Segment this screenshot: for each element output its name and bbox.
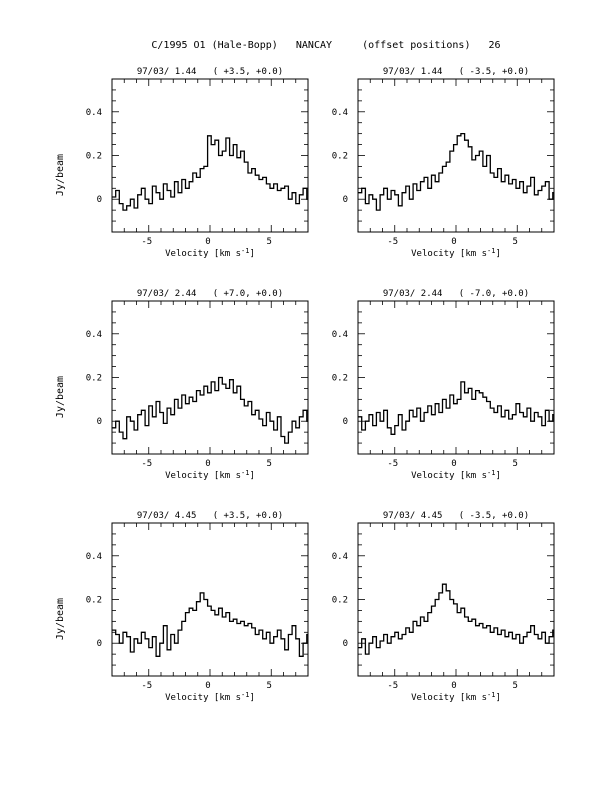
panel-title: 97/03/ 2.44 ( +7.0, +0.0) — [137, 289, 283, 299]
spectrum-line — [358, 583, 554, 655]
chart-panel-4: 97/03/ 2.44 ( -7.0, +0.0) -5 0 5 0 0.2 0.4 Velo… — [332, 289, 555, 481]
x-tick-label: 5 — [513, 681, 518, 691]
x-axis-label-text: Velocity [km s — [411, 693, 487, 703]
x-axis-label-end: ] — [249, 249, 254, 259]
panel-title: 97/03/ 1.44 ( +3.5, +0.0) — [137, 67, 283, 77]
y-tick-label: 0 — [343, 639, 348, 649]
chart-panel-1: 97/03/ 1.44 ( +3.5, +0.0) -5 0 5 0 0.2 0.4 Velo… — [55, 67, 309, 259]
x-axis-label: Velocity [km s-1] — [165, 691, 255, 703]
y-tick-label: 0.2 — [332, 152, 348, 162]
x-tick-label: 0 — [205, 459, 210, 469]
y-tick-label: 0.4 — [332, 330, 348, 340]
spectrum-line — [112, 135, 308, 211]
y-tick-label: 0 — [343, 195, 348, 205]
x-tick-label: -5 — [387, 459, 398, 469]
y-tick-label: 0.2 — [332, 596, 348, 606]
spectrum-line — [358, 381, 554, 435]
x-axis-label-text: Velocity [km s — [411, 471, 487, 481]
x-tick-label: -5 — [141, 237, 152, 247]
spectrum-line — [112, 376, 308, 444]
x-tick-label: 0 — [451, 459, 456, 469]
x-axis-label: Velocity [km s-1] — [411, 469, 501, 481]
plot-frame — [357, 78, 555, 233]
x-axis-label: Velocity [km s-1] — [411, 247, 501, 259]
y-tick-label: 0 — [97, 417, 102, 427]
x-tick-label: -5 — [141, 459, 152, 469]
chart-panel-2: 97/03/ 1.44 ( -3.5, +0.0) -5 0 5 0 0.2 0.4 Velo… — [332, 67, 555, 259]
x-tick-label: -5 — [387, 681, 398, 691]
x-axis-label-superscript: -1 — [241, 469, 249, 477]
figure-title: C/1995 O1 (Hale-Bopp) NANCAY (offset pos… — [151, 40, 500, 51]
x-axis-label-superscript: -1 — [487, 247, 495, 255]
y-tick-label: 0.2 — [86, 596, 102, 606]
y-tick-label: 0.4 — [332, 552, 348, 562]
x-axis-label-text: Velocity [km s — [165, 693, 241, 703]
x-tick-label: 0 — [451, 237, 456, 247]
x-axis-label: Velocity [km s-1] — [165, 247, 255, 259]
x-axis-label-superscript: -1 — [241, 247, 249, 255]
panel-title: 97/03/ 1.44 ( -3.5, +0.0) — [383, 67, 529, 77]
x-tick-label: 0 — [205, 237, 210, 247]
x-axis-label-end: ] — [249, 693, 254, 703]
x-axis-label-text: Velocity [km s — [165, 471, 241, 481]
panel-title: 97/03/ 4.45 ( +3.5, +0.0) — [137, 511, 283, 521]
x-axis-label-text: Velocity [km s — [165, 249, 241, 259]
x-axis-label-end: ] — [249, 471, 254, 481]
y-tick-label: 0.2 — [86, 152, 102, 162]
chart-panel-6: 97/03/ 4.45 ( -3.5, +0.0) -5 0 5 0 0.2 0.4 Velo… — [332, 511, 555, 703]
y-tick-label: 0 — [97, 639, 102, 649]
y-tick-label: 0.4 — [86, 330, 102, 340]
panels: 97/03/ 1.44 ( +3.5, +0.0) -5 0 5 0 0.2 0.4 Velo… — [55, 67, 555, 703]
plot-frame — [357, 300, 555, 455]
x-tick-label: 0 — [205, 681, 210, 691]
x-axis-label-superscript: -1 — [487, 469, 495, 477]
x-tick-label: -5 — [141, 681, 152, 691]
y-tick-label: 0.4 — [86, 552, 102, 562]
y-tick-label: 0.4 — [332, 108, 348, 118]
x-axis-label-end: ] — [495, 693, 500, 703]
x-tick-label: -5 — [387, 237, 398, 247]
plot-frame — [111, 522, 309, 677]
x-axis-label-text: Velocity [km s — [411, 249, 487, 259]
y-tick-label: 0.2 — [332, 374, 348, 384]
x-tick-label: 5 — [513, 459, 518, 469]
x-tick-label: 5 — [267, 681, 272, 691]
x-axis-label: Velocity [km s-1] — [411, 691, 501, 703]
plot-frame — [111, 78, 309, 233]
x-axis-label-end: ] — [495, 471, 500, 481]
x-axis-label: Velocity [km s-1] — [165, 469, 255, 481]
x-tick-label: 0 — [451, 681, 456, 691]
y-axis-label: Jy/beam — [55, 376, 66, 418]
chart-panel-3: 97/03/ 2.44 ( +7.0, +0.0) -5 0 5 0 0.2 0.4 Velo… — [55, 289, 309, 481]
y-tick-label: 0.4 — [86, 108, 102, 118]
x-axis-label-superscript: -1 — [241, 691, 249, 699]
spectrum-line — [112, 592, 308, 657]
chart-panel-5: 97/03/ 4.45 ( +3.5, +0.0) -5 0 5 0 0.2 0.4 Velo… — [55, 511, 309, 703]
panel-title: 97/03/ 2.44 ( -7.0, +0.0) — [383, 289, 529, 299]
x-tick-label: 5 — [267, 459, 272, 469]
plot-frame — [357, 522, 555, 677]
y-tick-label: 0 — [343, 417, 348, 427]
x-axis-label-superscript: -1 — [487, 691, 495, 699]
x-axis-label-end: ] — [495, 249, 500, 259]
plot-frame — [111, 300, 309, 455]
x-tick-label: 5 — [513, 237, 518, 247]
y-axis-label: Jy/beam — [55, 154, 66, 196]
y-axis-label: Jy/beam — [55, 598, 66, 640]
x-tick-label: 5 — [267, 237, 272, 247]
panel-title: 97/03/ 4.45 ( -3.5, +0.0) — [383, 511, 529, 521]
y-tick-label: 0 — [97, 195, 102, 205]
y-tick-label: 0.2 — [86, 374, 102, 384]
spectrum-line — [358, 132, 554, 211]
